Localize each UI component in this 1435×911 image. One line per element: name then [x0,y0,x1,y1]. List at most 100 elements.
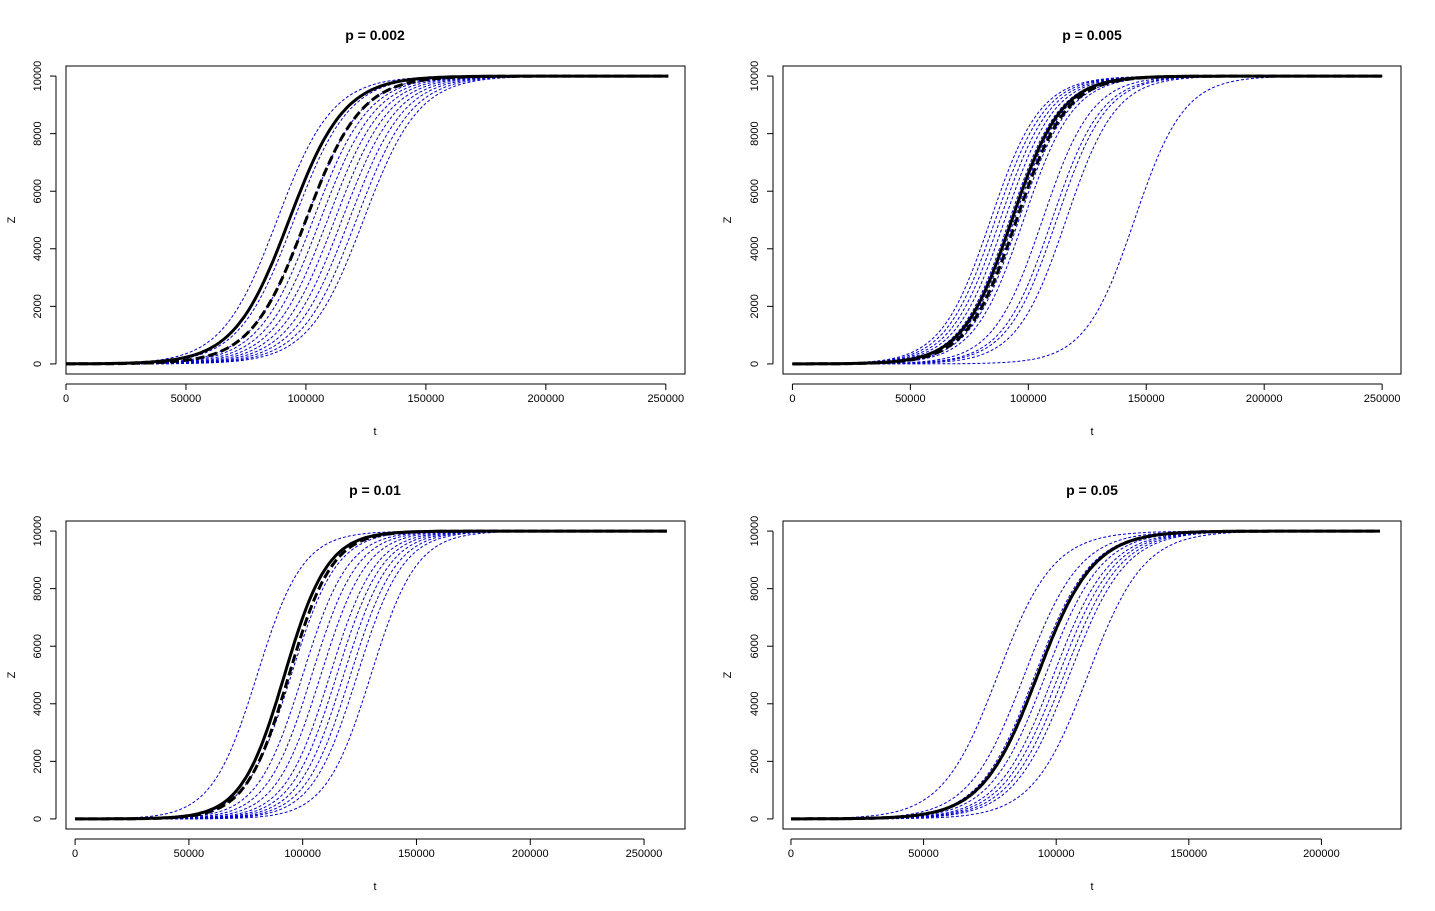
x-axis: 0 50000 100000 150000 200000 250000 [72,838,663,860]
plot-frame [65,65,686,375]
simulated-series-7 [791,530,1380,820]
x-tick-label: 200000 [1303,848,1340,860]
x-tick-label: 50000 [171,393,202,405]
x-tick-label: 200000 [527,393,564,405]
y-axis-label: Z [6,671,18,678]
x-axis-label: t [373,426,376,438]
y-axis-label: Z [6,216,18,223]
y-tick-label: 4000 [32,692,44,716]
x-axis: 0 50000 100000 150000 200000 250000 [63,383,684,405]
plot-marks [792,74,1383,366]
x-tick-label: 50000 [895,393,926,405]
y-tick-label: 0 [749,361,761,367]
y-tick-label: 10000 [32,61,44,92]
y-axis-label: Z [722,216,734,223]
y-tick-label: 8000 [32,121,44,145]
panel-p-0.002: p = 0.002 0 50000 100000 150000 200000 250000… [6,27,686,438]
y-axis-label: Z [722,671,734,678]
y-tick-label: 6000 [749,179,761,203]
plot-frame [782,65,1402,375]
simulated-series-11 [792,75,1383,365]
simulated-series-4 [792,75,1383,365]
panel-title: p = 0.05 [1066,482,1118,498]
panel-p-0.05: p = 0.05 0 50000 100000 150000 200000 0 2000 4… [722,482,1402,893]
y-tick-label: 4000 [32,237,44,261]
y-tick-label: 4000 [749,237,761,261]
simulated-series-2 [791,530,1380,820]
panel-p-0.005: p = 0.005 0 50000 100000 150000 200000 250000… [722,27,1402,438]
x-tick-label: 150000 [1128,393,1165,405]
y-tick-label: 0 [32,361,44,367]
x-tick-label: 50000 [908,848,939,860]
plot-frame [782,520,1402,830]
simulated-series-1 [790,530,1380,820]
x-tick-label: 0 [72,848,78,860]
x-tick-label: 0 [63,393,69,405]
simulated-series-3 [792,75,1383,365]
y-tick-label: 2000 [32,294,44,318]
panel-p-0.01: p = 0.01 0 50000 100000 150000 200000 250000 … [6,482,686,893]
y-tick-label: 2000 [32,749,44,773]
simulated-series-5 [791,530,1380,820]
y-tick-label: 0 [749,816,761,822]
simulated-series-12 [792,75,1383,365]
x-tick-label: 200000 [512,848,549,860]
x-axis-label: t [373,881,376,893]
x-axis-label: t [1090,426,1093,438]
mean-solid-series [792,74,1383,366]
plot-marks [65,74,669,366]
x-axis: 0 50000 100000 150000 200000 [788,838,1340,860]
simulated-series-9 [791,530,1380,820]
x-tick-label: 100000 [1038,848,1075,860]
simulated-series-8 [792,75,1383,365]
y-tick-label: 6000 [32,179,44,203]
y-tick-label: 10000 [32,516,44,547]
y-tick-label: 8000 [32,576,44,600]
y-axis: 0 2000 4000 6000 8000 10000 [32,516,57,822]
mean-solid-series [75,529,667,821]
plot-frame [65,520,686,830]
x-tick-label: 0 [788,848,794,860]
simulated-series-1 [792,75,1383,365]
x-axis: 0 50000 100000 150000 200000 250000 [789,383,1401,405]
x-tick-label: 150000 [408,393,445,405]
mean-solid-series [791,529,1380,821]
x-tick-label: 50000 [174,848,205,860]
y-tick-label: 2000 [749,749,761,773]
y-tick-label: 0 [32,816,44,822]
x-axis-label: t [1090,881,1093,893]
x-tick-label: 100000 [284,848,321,860]
x-tick-label: 100000 [288,393,325,405]
x-tick-label: 250000 [626,848,663,860]
y-tick-label: 2000 [749,294,761,318]
x-tick-label: 250000 [647,393,684,405]
x-tick-label: 100000 [1010,393,1047,405]
x-tick-label: 200000 [1246,393,1283,405]
x-tick-label: 250000 [1364,393,1401,405]
plot-marks [790,529,1380,821]
panel-title: p = 0.01 [349,482,401,498]
mean-solid-series [66,74,669,366]
simulated-series-13 [792,75,1383,365]
y-tick-label: 8000 [749,576,761,600]
y-axis: 0 2000 4000 6000 8000 10000 [749,516,774,822]
simulated-series-10 [792,75,1383,365]
simulated-series-3 [791,530,1380,820]
y-axis: 0 2000 4000 6000 8000 10000 [749,61,774,367]
y-tick-label: 4000 [749,692,761,716]
y-tick-label: 8000 [749,121,761,145]
y-axis: 0 2000 4000 6000 8000 10000 [32,61,57,367]
x-tick-label: 150000 [398,848,435,860]
plot-marks [75,529,667,821]
panel-title: p = 0.002 [345,27,405,43]
x-tick-label: 150000 [1170,848,1207,860]
y-tick-label: 6000 [749,634,761,658]
simulated-series-2 [792,75,1383,365]
y-tick-label: 6000 [32,634,44,658]
y-tick-label: 10000 [749,61,761,92]
x-tick-label: 0 [789,393,795,405]
panel-title: p = 0.005 [1062,27,1122,43]
y-tick-label: 10000 [749,516,761,547]
